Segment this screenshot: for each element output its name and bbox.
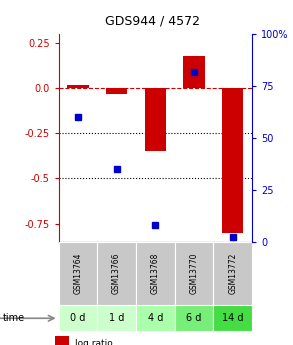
Text: GSM13766: GSM13766	[112, 253, 121, 294]
Bar	[175, 241, 213, 305]
Bar	[183, 56, 205, 89]
Bar	[67, 85, 88, 89]
Text: GSM13764: GSM13764	[74, 253, 82, 294]
Bar	[175, 305, 213, 331]
Bar	[55, 336, 69, 345]
Text: 4 d: 4 d	[148, 313, 163, 323]
Text: log ratio: log ratio	[75, 339, 113, 345]
Bar	[222, 89, 243, 233]
Text: GSM13770: GSM13770	[190, 253, 198, 294]
Text: GSM13768: GSM13768	[151, 253, 160, 294]
Text: 0 d: 0 d	[70, 313, 86, 323]
Bar	[106, 89, 127, 94]
Bar	[145, 89, 166, 151]
Bar	[213, 241, 252, 305]
Bar	[59, 305, 97, 331]
Text: GDS944 / 4572: GDS944 / 4572	[105, 14, 200, 28]
Bar	[97, 305, 136, 331]
Bar	[136, 241, 175, 305]
Text: 6 d: 6 d	[186, 313, 202, 323]
Text: 1 d: 1 d	[109, 313, 124, 323]
Text: 14 d: 14 d	[222, 313, 243, 323]
Bar	[59, 241, 97, 305]
Bar	[136, 305, 175, 331]
Bar	[97, 241, 136, 305]
Bar	[213, 305, 252, 331]
Text: GSM13772: GSM13772	[228, 253, 237, 294]
Text: time: time	[3, 313, 25, 323]
